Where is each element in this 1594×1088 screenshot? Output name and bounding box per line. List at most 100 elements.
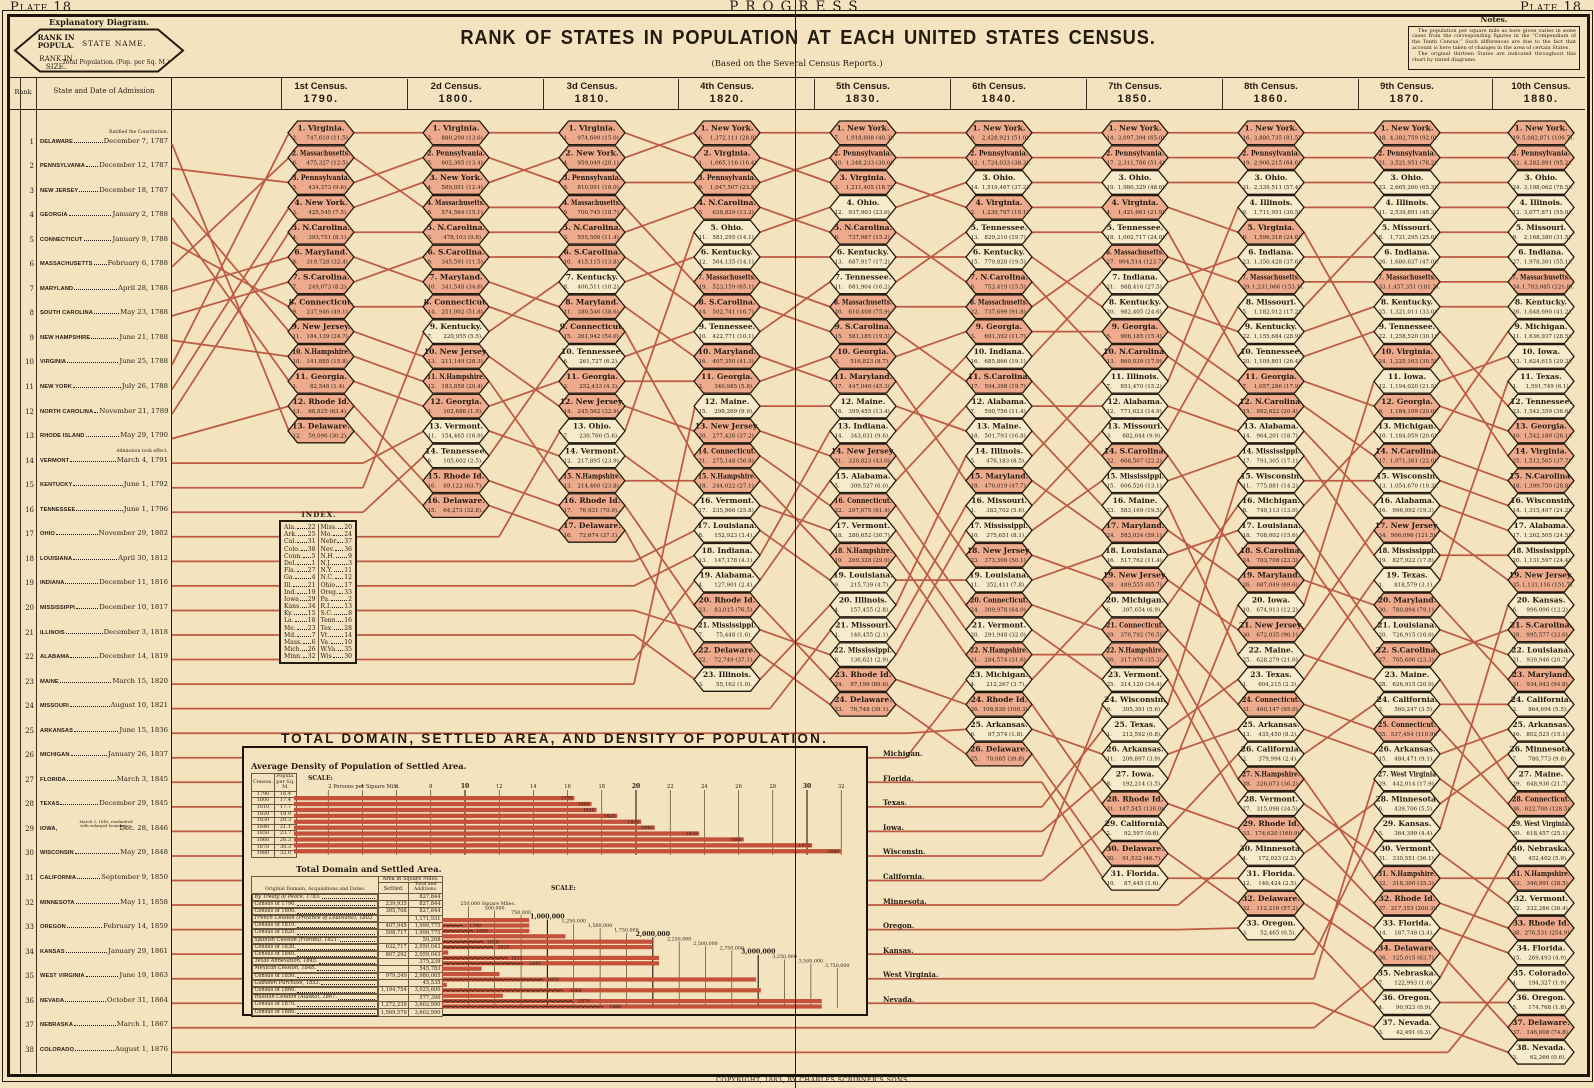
census-header-year: 1820.	[709, 92, 745, 105]
entry-rank-state: 1. Virginia.	[297, 123, 344, 132]
census-entry-1790-5: 5. N.Carolina.4. 393,751 (8.1).	[287, 219, 355, 245]
entry-population-density: 97,574 (1.8).	[988, 731, 1024, 738]
admission-rank: 21	[25, 628, 34, 637]
index-state-number: 3	[348, 559, 352, 567]
entry-rank-state: 24. California.	[1377, 695, 1438, 704]
census-entry-1850-31: 31. Florida.10. 87,445 (1.6).	[1101, 865, 1169, 891]
leader-dots	[85, 976, 119, 978]
entry-size-rank: 15.	[1379, 757, 1388, 763]
leader-dots	[337, 528, 344, 529]
index-state-abbr: Ohio	[320, 581, 336, 589]
index-entry: Me. 23	[284, 625, 316, 632]
index-state-abbr: Me.	[284, 624, 296, 632]
census-entry-1830-17: 17. Vermont.18. 280,652 (30.7).	[829, 517, 897, 543]
entry-population-density: 399,455 (13.4).	[848, 408, 891, 415]
domain-table-row: Census of 1880. 1,569,570 3,602,990	[252, 1008, 443, 1017]
entry-rank-state: 11. N.Hampshire.	[427, 372, 485, 381]
hexagon	[1373, 841, 1441, 866]
census-entry-1810-3: 3. Pennsylvania.5. 810,091 (18.0).	[558, 170, 626, 195]
leader-dots	[299, 599, 307, 601]
entry-rank-state: 6. S.Carolina.	[428, 248, 485, 257]
entry-population-density: 112,216 (57.2).	[1256, 905, 1299, 912]
entry-population-density: 648,936 (21.7).	[1526, 781, 1569, 788]
rank-line-N.Carolina	[1439, 455, 1509, 482]
entry-population-density: 319,728 (32.4).	[306, 259, 349, 266]
entry-rank-state: 4. Massachusetts.	[563, 198, 621, 207]
rank-line-Maryland	[895, 380, 967, 482]
rank-column-rule	[36, 78, 37, 1073]
entry-size-rank: 8.	[1243, 508, 1249, 514]
entry-rank-state: 34. Delaware.	[1378, 943, 1436, 952]
entry-population-density: 1,131,597 (24.4).	[1524, 557, 1573, 564]
admission-date: April 30, 1812	[118, 553, 168, 562]
admission-line-MASSACHUSETTS	[171, 157, 290, 268]
rank-line-Delaware	[1303, 902, 1375, 954]
entry-size-rank: 27.	[1107, 260, 1116, 266]
domain-row-label-text: Russian Cession (Alaska), 1867.	[254, 994, 338, 1001]
hexagon	[693, 219, 761, 245]
leader-dots	[93, 264, 107, 266]
index-entry: Nev. 36	[321, 546, 353, 553]
leader-dots	[296, 628, 307, 630]
census-entry-1810-10: 10. Tennessee.6. 261,727 (6.2).	[558, 343, 626, 369]
hexagon	[558, 170, 626, 195]
entry-population-density: 1,636,937 (28.5).	[1524, 333, 1573, 340]
hexagon	[1507, 244, 1575, 270]
domain-row-total: 3,602,990	[408, 1008, 443, 1017]
admission-date: August 10, 1821	[110, 701, 168, 710]
index-entry: Wis 30	[321, 653, 353, 660]
explanatory-rank-in-popula: RANK IN POPULA.	[37, 33, 75, 51]
hexagon	[1101, 244, 1169, 270]
entry-rank-state: 2. Pennsylvania.	[834, 148, 892, 157]
index-entry: Mass. 6	[284, 639, 316, 646]
domain-row-label: Mexican Cession, 1848.	[252, 965, 379, 973]
census-entry-1860-24: 24. Connecticut.31. 460,147 (95.0).	[1237, 691, 1305, 717]
entry-rank-state: 4. Massachusetts.	[427, 198, 485, 207]
census-entry-1880-27: 27. Maine.29. 648,936 (21.7).	[1507, 766, 1575, 792]
census-entry-1870-15: 15. Wisconsin.13. 1,054,670 (19.3).	[1373, 468, 1441, 494]
domain-bar	[442, 961, 660, 966]
rank-line-Mississippi	[895, 529, 967, 656]
entry-size-rank: 10.	[1513, 434, 1522, 440]
entry-rank-state: 15. N.Hampshire.	[698, 471, 756, 480]
hexagon	[829, 542, 897, 568]
hexagon	[1373, 443, 1441, 469]
entry-population-density: 4,382,759 (92.0).	[1390, 134, 1439, 141]
census-entry-1830-12: 12. Maine.16. 399,455 (13.4).	[829, 393, 897, 419]
entry-size-rank: 34.	[1379, 533, 1388, 539]
admission-state-name: MARYLAND	[40, 285, 74, 292]
domain-row-label: Census of 1880.	[252, 1008, 379, 1016]
hexagon	[558, 294, 626, 320]
entry-size-rank: 6.	[1243, 235, 1249, 241]
entry-size-rank: 11.	[564, 309, 573, 315]
header-divider	[950, 79, 951, 109]
entry-size-rank: 19.	[1379, 558, 1388, 564]
leader-dots	[65, 632, 103, 634]
entry-population-density: 780,773 (9.8).	[1528, 756, 1568, 763]
entry-rank-state: 36. Oregon.	[1516, 993, 1566, 1002]
domain-table-row: Gadsden Purchase, 1853. 45,535	[252, 979, 443, 988]
page-fold-line	[795, 0, 796, 1088]
census-entry-1880-38: 38. Nevada.3. 62,266 (0.6).	[1507, 1039, 1575, 1065]
rank-line-Louisiana	[1167, 529, 1239, 557]
census-entry-1800-3: 3. New York.4. 589,051 (12.4).	[422, 170, 490, 195]
hexagon	[422, 219, 490, 245]
entry-size-rank: 5.	[1243, 309, 1249, 315]
entry-size-rank: 18.	[1107, 235, 1116, 241]
hexagon	[1237, 219, 1305, 245]
census-entry-1860-1: 1. New York.16. 3,880,735 (81.5).	[1237, 120, 1305, 146]
index-state-abbr: Tex.	[320, 624, 334, 632]
admission-rank: 5	[29, 235, 34, 244]
entry-size-rank: 26.	[971, 707, 980, 713]
census-entry-1820-21: 21. Mississippi.7. 75,448 (1.6).	[693, 617, 761, 643]
entry-rank-state: 8. Kentucky.	[1381, 297, 1434, 306]
rank-line-Illinois	[1167, 207, 1239, 382]
census-entry-1830-22: 22. Mississippi.8. 136,621 (2.9).	[829, 642, 897, 668]
admission-date: September 9, 1850	[101, 873, 168, 881]
entry-rank-state: 7. Massachusetts.	[1512, 273, 1570, 282]
entry-population-density: 681,904 (16.2).	[848, 284, 891, 291]
admission-date: December 29, 1845	[99, 799, 168, 808]
explanatory-hexagon	[13, 28, 185, 73]
entry-population-density: 618,457 (25.1).	[1526, 830, 1569, 837]
entry-rank-state: 9. S.Carolina.	[835, 322, 892, 331]
